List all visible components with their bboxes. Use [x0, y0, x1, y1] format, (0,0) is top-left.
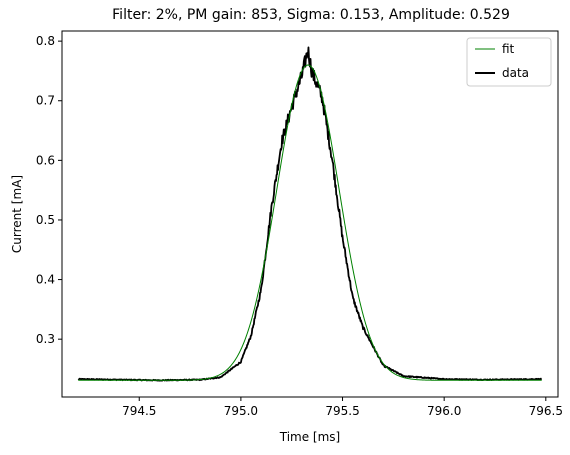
- y-tick-label: 0.5: [36, 213, 55, 227]
- x-tick-label: 795.0: [224, 404, 258, 418]
- chart-title: Filter: 2%, PM gain: 853, Sigma: 0.153, …: [112, 7, 510, 23]
- x-axis-label: Time [ms]: [279, 430, 341, 444]
- x-tick-label: 794.5: [122, 404, 156, 418]
- fit-line: [78, 64, 542, 381]
- x-tick-label: 796.5: [529, 404, 563, 418]
- y-axis-label: Current [mA]: [10, 175, 24, 253]
- y-tick-label: 0.3: [36, 332, 55, 346]
- y-tick-label: 0.6: [36, 153, 55, 167]
- y-axis: 0.3 0.4 0.5 0.6 0.7 0.8: [36, 34, 62, 346]
- legend-fit-label: fit: [502, 42, 515, 56]
- y-tick-label: 0.4: [36, 273, 55, 287]
- plot-area: [77, 46, 543, 382]
- legend: fit data: [466, 37, 552, 87]
- y-tick-label: 0.7: [36, 94, 55, 108]
- x-tick-label: 795.5: [325, 404, 359, 418]
- x-axis: 794.5 795.0 795.5 796.0 796.5: [122, 397, 563, 418]
- y-tick-label: 0.8: [36, 34, 55, 48]
- axes-frame: [61, 30, 559, 398]
- legend-data-label: data: [502, 66, 529, 80]
- x-tick-label: 796.0: [427, 404, 461, 418]
